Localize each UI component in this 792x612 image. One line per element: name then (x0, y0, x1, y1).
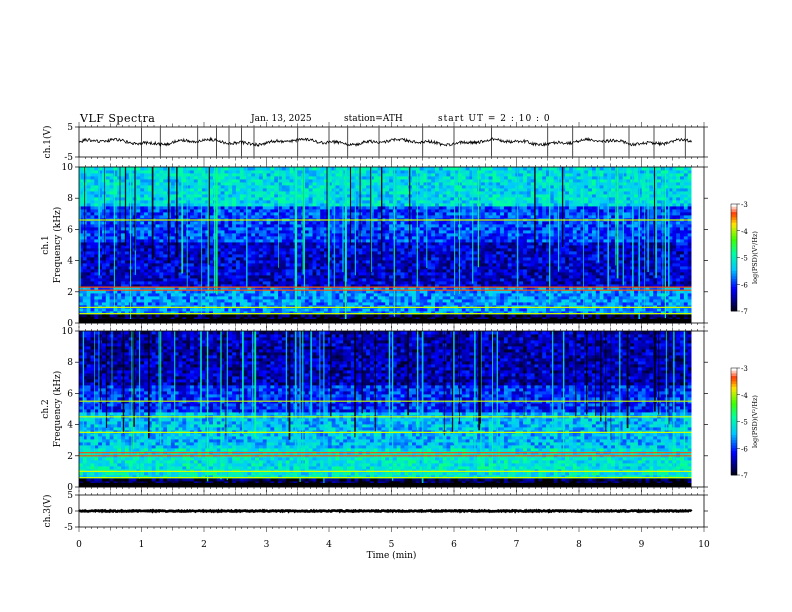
ch2-spectrogram-colorbar-tick-label: -6 (741, 445, 748, 453)
ch1-spectrogram-ylabel-channel: ch.1 (41, 235, 51, 254)
ch2-spectrogram-ytick-label: 6 (67, 389, 73, 399)
x-tick-label: 4 (326, 540, 332, 550)
ch1-spectrogram-colorbar-tick-label: -4 (741, 228, 748, 236)
ch1-spectrogram-ytick-label: 0 (67, 319, 73, 329)
ch2-spectrogram-ytick-label: 8 (67, 358, 73, 368)
ch1-spectrogram (79, 167, 704, 324)
ch1-waveform-ytick-label: -5 (64, 153, 73, 163)
ch2-spectrogram-ytick-label: 0 (67, 483, 73, 493)
x-tick-label: 8 (576, 540, 582, 550)
ch3-waveform-trace (78, 508, 693, 514)
ch1-waveform-ytick-label: 5 (67, 123, 73, 133)
ch1-spectrogram-colorbar-label: log(PSD)(V²/Hz) (751, 231, 759, 284)
station-label: station=ATH (344, 114, 403, 124)
x-tick-label: 2 (201, 540, 207, 550)
ch1-spectrogram-colorbar-tick-label: -7 (741, 308, 748, 316)
date-label: Jan. 13, 2025 (251, 114, 312, 124)
ch2-spectrogram (79, 331, 704, 488)
ch2-spectrogram-colorbar-tick-label: -7 (741, 472, 748, 480)
ch2-spectrogram-ytick-label: 4 (67, 421, 73, 431)
ch1-waveform-ylabel: ch.1(V) (42, 126, 53, 159)
ch3-waveform-ytick-label: -5 (64, 523, 73, 533)
x-tick-label: 1 (139, 540, 145, 550)
ch1-spectrogram-colorbar-tick-label: -6 (741, 281, 748, 289)
x-tick-label: 3 (264, 540, 270, 550)
x-tick-label: 7 (514, 540, 520, 550)
ch3-waveform-ytick-label: 5 (67, 491, 73, 501)
ch1-spectrogram-ytick-label: 2 (67, 288, 73, 298)
x-tick-label: 10 (698, 540, 710, 550)
ch1-spectrogram-ytick-label: 4 (67, 257, 73, 267)
ch1-spectrogram-ytick-label: 8 (67, 194, 73, 204)
x-tick-label: 6 (451, 540, 457, 550)
ch2-spectrogram-colorbar-label: log(PSD)(V²/Hz) (751, 395, 759, 448)
ch2-spectrogram-ytick-label: 2 (67, 452, 73, 462)
ch1-spectrogram-ylabel-frequency: Frequency (kHz) (52, 207, 63, 284)
ch2-spectrogram-colorbar-tick-label: -4 (741, 392, 748, 400)
ch1-spectrogram-ytick-label: 10 (62, 163, 74, 173)
ch2-spectrogram-ylabel-channel: ch.2 (41, 399, 51, 418)
ch1-spectrogram-colorbar-tick-label: -3 (741, 201, 748, 209)
ch1-spectrogram-colorbar-tick-label: -5 (741, 255, 748, 263)
ch2-spectrogram-colorbar-tick-label: -5 (741, 419, 748, 427)
ch2-spectrogram-ytick-label: 10 (62, 327, 74, 337)
ch1-spectrogram-ytick-label: 6 (67, 225, 73, 235)
x-tick-label: 0 (76, 540, 82, 550)
x-tick-label: 9 (639, 540, 645, 550)
ch1-waveform-trace (78, 136, 692, 148)
plot-title: VLF Spectra (80, 112, 156, 125)
start-ut-label: start UT = 2 : 10 : 0 (438, 114, 551, 124)
ch3-waveform-ylabel: ch.3(V) (42, 495, 53, 528)
x-tick-label: 5 (389, 540, 395, 550)
ch3-waveform-ytick-label: 0 (67, 507, 73, 517)
ch2-spectrogram-ylabel-frequency: Frequency (kHz) (52, 371, 63, 448)
ch2-spectrogram-colorbar-tick-label: -3 (741, 365, 748, 373)
x-axis-label: Time (min) (367, 550, 417, 561)
